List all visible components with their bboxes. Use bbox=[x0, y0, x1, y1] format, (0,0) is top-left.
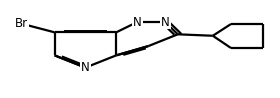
Text: Br: Br bbox=[15, 17, 27, 30]
Text: N: N bbox=[161, 16, 170, 29]
Text: N: N bbox=[81, 61, 90, 74]
Text: N: N bbox=[133, 16, 142, 29]
